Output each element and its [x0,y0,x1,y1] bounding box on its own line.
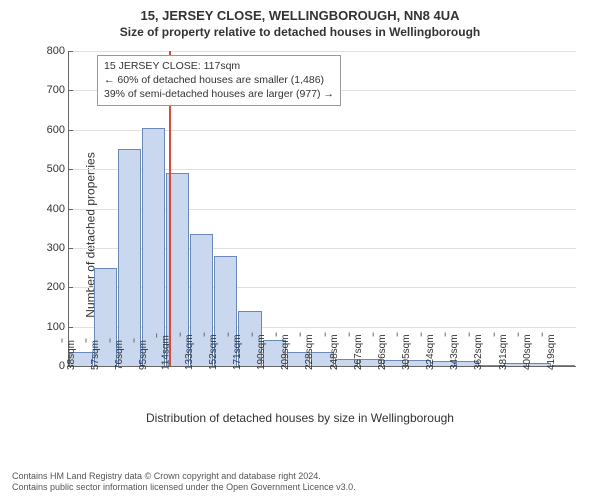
x-tick: 267sqm [353,334,364,370]
bar [142,128,165,366]
x-tick: 343sqm [450,334,461,370]
y-tick: 800 [47,45,69,57]
bar-slot: 267sqm [359,51,383,366]
bar-slot: 286sqm [383,51,407,366]
x-tick: 381sqm [498,334,509,370]
bar-slot: 305sqm [407,51,431,366]
x-tick: 133sqm [184,334,195,370]
title-sub: Size of property relative to detached ho… [12,25,588,39]
x-tick: 76sqm [114,340,125,370]
footer-line-2: Contains public sector information licen… [12,482,588,494]
x-tick: 152sqm [208,334,219,370]
x-tick: 248sqm [329,334,340,370]
x-tick: 38sqm [66,340,77,370]
y-tick: 600 [47,124,69,136]
bar-slot: 419sqm [552,51,576,366]
bar-slot: 38sqm [69,51,93,366]
x-tick: 209sqm [281,334,292,370]
annotation-box: 15 JERSEY CLOSE: 117sqm ← 60% of detache… [97,55,341,106]
footer: Contains HM Land Registry data © Crown c… [12,471,588,494]
bar [118,149,141,366]
y-tick: 400 [47,203,69,215]
bar-slot: 324sqm [431,51,455,366]
annotation-line-1: 15 JERSEY CLOSE: 117sqm [104,59,334,73]
annotation-line-3: 39% of semi-detached houses are larger (… [104,87,334,101]
y-tick: 100 [47,321,69,333]
annotation-line-2: ← 60% of detached houses are smaller (1,… [104,73,334,87]
bar-slot: 381sqm [504,51,528,366]
x-tick: 305sqm [401,334,412,370]
x-tick: 57sqm [90,340,101,370]
x-tick: 419sqm [546,334,557,370]
x-tick: 190sqm [256,334,267,370]
chart-wrap: Number of detached properties 0100200300… [12,45,588,425]
y-tick: 200 [47,281,69,293]
x-tick: 400sqm [522,334,533,370]
x-tick: 362sqm [474,334,485,370]
bar-slot: 343sqm [455,51,479,366]
title-main: 15, JERSEY CLOSE, WELLINGBOROUGH, NN8 4U… [12,8,588,23]
bar-slot: 362sqm [479,51,503,366]
x-tick: 171sqm [232,334,243,370]
y-tick: 500 [47,163,69,175]
footer-line-1: Contains HM Land Registry data © Crown c… [12,471,588,483]
x-tick: 95sqm [138,340,149,370]
x-tick: 286sqm [377,334,388,370]
plot-area: 0100200300400500600700800 38sqm57sqm76sq… [68,51,576,367]
chart-container: 15, JERSEY CLOSE, WELLINGBOROUGH, NN8 4U… [0,0,600,500]
y-tick: 700 [47,84,69,96]
x-tick: 324sqm [425,334,436,370]
bar-slot: 400sqm [528,51,552,366]
x-axis-title: Distribution of detached houses by size … [12,411,588,425]
y-tick: 300 [47,242,69,254]
x-tick: 228sqm [305,334,316,370]
